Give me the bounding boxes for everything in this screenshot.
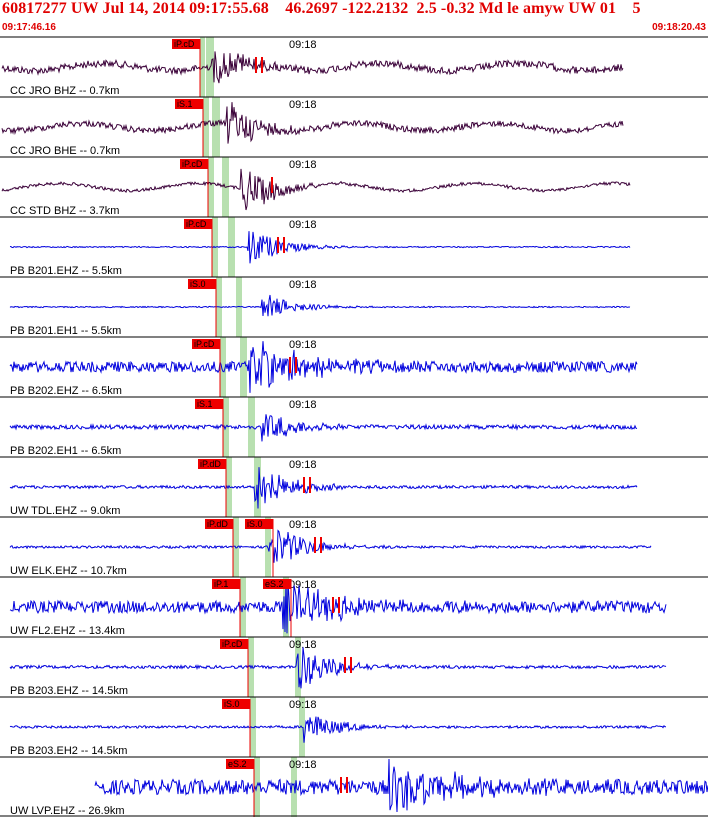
s-arrival-band xyxy=(212,97,220,157)
time-mark-label: 09:18 xyxy=(289,219,317,231)
time-mark-label: 09:18 xyxy=(289,459,317,471)
waveform-trace xyxy=(9,231,631,264)
phase-pick-box xyxy=(172,39,200,49)
phase-pick-box xyxy=(192,339,220,349)
phase-pick-label: eS.2 xyxy=(265,579,284,589)
phase-pick-box xyxy=(263,579,291,589)
time-mark-label: 09:18 xyxy=(289,39,317,51)
phase-pick-box xyxy=(175,99,203,109)
phase-pick-label: iP.cD xyxy=(174,39,195,49)
time-mark-label: 09:18 xyxy=(289,279,317,291)
station-label: UW FL2.EHZ -- 13.4km xyxy=(10,625,125,637)
phase-pick-label: iP.cD xyxy=(222,639,243,649)
station-label: PB B201.EHZ -- 5.5km xyxy=(10,265,122,277)
phase-pick-label: iS.0 xyxy=(190,279,206,289)
s-arrival-band xyxy=(283,577,289,637)
station-label: PB B203.EHZ -- 14.5km xyxy=(10,685,128,697)
station-label: UW LVP.EHZ -- 26.9km xyxy=(10,805,125,817)
p-arrival-band xyxy=(203,97,209,157)
phase-pick-box xyxy=(195,399,223,409)
phase-pick-label: iS.1 xyxy=(177,99,193,109)
station-label: CC STD BHZ -- 3.7km xyxy=(10,205,119,217)
phase-pick-box xyxy=(188,279,216,289)
waveform-trace xyxy=(9,294,631,317)
waveform-trace xyxy=(9,341,638,393)
time-mark-label: 09:18 xyxy=(289,519,317,531)
station-label: PB B203.EH2 -- 14.5km xyxy=(10,745,127,757)
s-arrival-band xyxy=(236,277,242,337)
event-header: 60817277 UW Jul 14, 2014 09:17:55.68 46.… xyxy=(0,0,708,37)
waveform-trace xyxy=(9,716,666,743)
phase-pick-box xyxy=(184,219,212,229)
time-mark-label: 09:18 xyxy=(289,339,317,351)
phase-pick-label: iP.cD xyxy=(182,159,203,169)
time-mark-label: 09:18 xyxy=(289,159,317,171)
time-mark-label: 09:18 xyxy=(289,639,317,651)
phase-pick-label: iS.1 xyxy=(197,399,213,409)
time-mark-label: 09:18 xyxy=(289,399,317,411)
phase-pick-box xyxy=(180,159,208,169)
time-mark-label: 09:18 xyxy=(289,579,317,591)
phase-pick-label: eS.2 xyxy=(228,759,247,769)
event-title: 60817277 UW Jul 14, 2014 09:17:55.68 46.… xyxy=(2,0,641,17)
waveform-trace xyxy=(9,414,638,442)
phase-pick-label: iP.1 xyxy=(214,579,228,589)
p-arrival-band xyxy=(208,157,214,217)
phase-pick-label: iP.cD xyxy=(194,339,215,349)
phase-pick-box xyxy=(212,579,240,589)
phase-pick-box xyxy=(220,639,248,649)
s-arrival-band xyxy=(240,337,247,397)
waveform-trace xyxy=(9,529,652,563)
station-label: UW TDL.EHZ -- 9.0km xyxy=(10,505,120,517)
waveform-trace xyxy=(1,168,631,211)
waveform-trace xyxy=(9,647,667,689)
phase-pick-box xyxy=(245,519,273,529)
p-arrival-band xyxy=(220,337,226,397)
phase-pick-label: iP.dD xyxy=(200,459,221,469)
station-label: UW ELK.EHZ -- 10.7km xyxy=(10,565,127,577)
waveform-trace xyxy=(9,467,638,509)
station-label: CC JRO BHE -- 0.7km xyxy=(10,145,120,157)
window-end-time: 09:18:20.43 xyxy=(652,22,706,33)
phase-pick-label: iS.0 xyxy=(247,519,263,529)
phase-pick-box xyxy=(222,699,250,709)
station-label: PB B202.EH1 -- 6.5km xyxy=(10,445,121,457)
phase-pick-box xyxy=(205,519,233,529)
station-label: PB B201.EH1 -- 5.5km xyxy=(10,325,121,337)
phase-pick-label: iP.cD xyxy=(186,219,207,229)
waveform-trace xyxy=(1,51,624,84)
window-start-time: 09:17:46.16 xyxy=(2,22,56,33)
waveform-trace xyxy=(1,102,624,144)
waveform-trace xyxy=(94,758,708,813)
phase-pick-box xyxy=(198,459,226,469)
time-mark-label: 09:18 xyxy=(289,99,317,111)
station-label: PB B202.EHZ -- 6.5km xyxy=(10,385,122,397)
station-label: CC JRO BHZ -- 0.7km xyxy=(10,85,119,97)
phase-pick-label: iS.0 xyxy=(224,699,240,709)
phase-pick-box xyxy=(226,759,254,769)
time-mark-label: 09:18 xyxy=(289,699,317,711)
phase-pick-label: iP.dD xyxy=(207,519,228,529)
time-mark-label: 09:18 xyxy=(289,759,317,771)
